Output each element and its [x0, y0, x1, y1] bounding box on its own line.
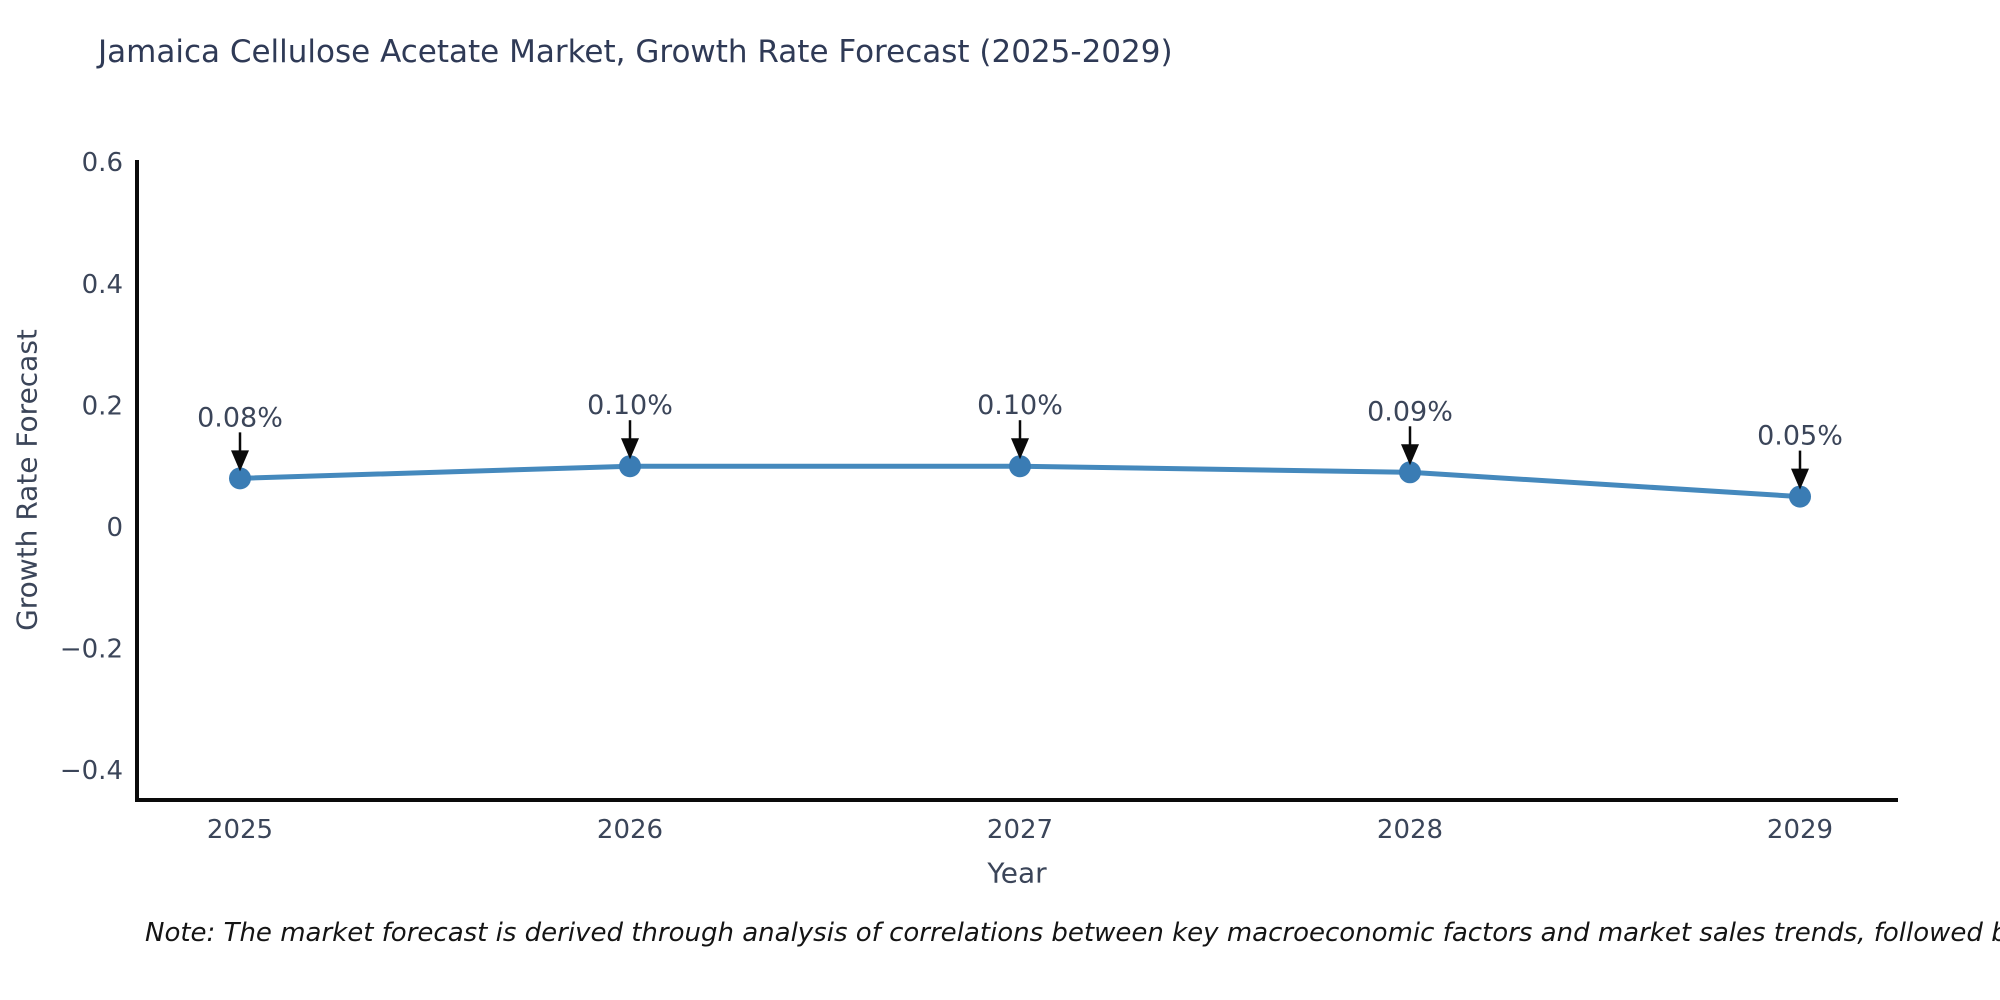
y-tick-label: 0.2: [82, 391, 123, 421]
y-tick-label: −0.2: [60, 635, 123, 665]
x-axis-title: Year: [987, 856, 1047, 890]
data-point-marker: [1009, 455, 1031, 478]
annotation-arrow-head: [1401, 444, 1419, 466]
data-point-label: 0.08%: [197, 402, 283, 433]
y-tick-label: −0.4: [60, 756, 123, 786]
x-tick-label: 2027: [987, 815, 1053, 845]
y-tick-label: 0.6: [82, 148, 123, 178]
x-tick-label: 2026: [597, 815, 663, 845]
x-tick-label: 2025: [207, 815, 273, 845]
data-point-label: 0.09%: [1367, 396, 1453, 427]
data-point-label: 0.10%: [587, 390, 673, 421]
x-tick-label: 2028: [1377, 815, 1443, 845]
x-tick-label: 2029: [1767, 815, 1833, 845]
y-tick-label: 0.4: [82, 270, 123, 300]
annotation-arrow-head: [621, 438, 639, 460]
y-tick-label: 0: [106, 513, 123, 543]
annotation-arrow-head: [1011, 438, 1029, 460]
annotation-arrow-head: [231, 450, 249, 472]
chart-title: Jamaica Cellulose Acetate Market, Growth…: [98, 34, 1173, 70]
data-point-marker: [1399, 461, 1421, 484]
data-point-label: 0.10%: [977, 390, 1063, 421]
annotation-arrow-head: [1791, 468, 1809, 490]
data-point-label: 0.05%: [1757, 421, 1843, 452]
data-point-marker: [1789, 485, 1811, 508]
footnote-text: Note: The market forecast is derived thr…: [145, 918, 2000, 948]
data-point-marker: [619, 455, 641, 478]
data-point-marker: [229, 467, 251, 490]
